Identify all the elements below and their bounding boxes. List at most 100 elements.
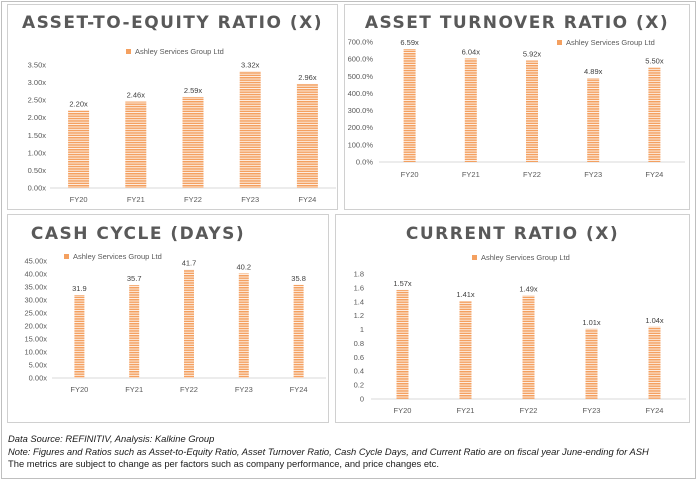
data-label: 1.49x	[519, 285, 538, 294]
legend-label: Ashley Services Group Ltd	[135, 47, 224, 56]
data-label: 1.57x	[393, 279, 412, 288]
bar-fy22	[526, 60, 538, 163]
current-ratio-panel: CURRENT RATIO (X) Ashley Services Group …	[335, 214, 690, 423]
x-tick-label: FY21	[462, 170, 480, 179]
y-tick-label: 30.00x	[24, 296, 47, 305]
bar-fy22	[184, 269, 194, 378]
chart-legend: Ashley Services Group Ltd	[472, 253, 570, 262]
bar-fy23	[239, 71, 261, 188]
asset-turnover-chart: 0.0% 100.0% 200.0% 300.0% 400.0% 500.0% 600.0%…	[348, 38, 685, 179]
bar-fy20	[68, 110, 90, 188]
bar-fy22	[522, 295, 535, 399]
bar-fy20	[74, 295, 85, 378]
x-tick-label: FY24	[646, 406, 664, 415]
x-tick-label: FY23	[583, 406, 601, 415]
bar-fy24	[648, 67, 661, 162]
x-tick-label: FY21	[457, 406, 475, 415]
chart-legend: Ashley Services Group Ltd	[64, 252, 162, 261]
x-tick-label: FY23	[235, 385, 253, 394]
cash-cycle-panel: CASH CYCLE (DAYS) Ashley Services Group …	[7, 214, 329, 423]
data-label: 31.9	[72, 284, 87, 293]
x-tick-label: FY22	[520, 406, 538, 415]
y-tick-label: 1.8	[354, 270, 364, 279]
x-tick-label: FY21	[125, 385, 143, 394]
data-label: 5.50x	[645, 57, 664, 66]
data-label: 2.59x	[184, 86, 203, 95]
bar-fy21	[129, 285, 140, 378]
y-tick-label: 200.0%	[348, 123, 374, 132]
y-tick-label: 0	[360, 395, 364, 404]
bar-fy20	[396, 289, 409, 399]
panel-title: ASSET TURNOVER RATIO (X)	[364, 13, 670, 33]
panel-title: CASH CYCLE (DAYS)	[30, 224, 246, 244]
y-tick-label: 400.0%	[348, 89, 374, 98]
y-tick-label: 700.0%	[348, 38, 374, 47]
data-label: 2.20x	[69, 100, 88, 109]
bar-fy20	[403, 49, 416, 162]
legend-label: Ashley Services Group Ltd	[566, 38, 655, 47]
y-tick-label: 1.6	[354, 283, 364, 292]
asset-turnover-panel: ASSET TURNOVER RATIO (X) Ashley Services…	[344, 4, 690, 210]
bar-fy23	[238, 273, 249, 378]
y-tick-label: 10.00x	[24, 348, 47, 357]
y-tick-label: 0.4	[354, 367, 364, 376]
data-label: 5.92x	[523, 50, 542, 59]
panel-title: CURRENT RATIO (X)	[405, 224, 620, 244]
legend-label: Ashley Services Group Ltd	[481, 253, 570, 262]
data-label: 41.7	[182, 259, 197, 268]
x-tick-label: FY20	[394, 406, 412, 415]
bar-fy23	[585, 328, 598, 399]
data-source-note: Data Source: REFINITIV, Analysis: Kalkin…	[8, 433, 215, 444]
y-tick-label: 1.00x	[28, 148, 47, 157]
y-tick-label: 15.00x	[24, 335, 47, 344]
legend-swatch	[126, 49, 131, 54]
footnotes: Data Source: REFINITIV, Analysis: Kalkin…	[8, 433, 688, 471]
y-tick-label: 0.6	[354, 353, 364, 362]
data-label: 35.7	[127, 274, 142, 283]
asset-to-equity-panel: ASSET-TO-EQUITY RATIO (X) Ashley Service…	[7, 4, 338, 210]
bar-fy23	[587, 78, 600, 162]
disclaimer-note: The metrics are subject to change as per…	[8, 458, 439, 469]
legend-label: Ashley Services Group Ltd	[73, 252, 162, 261]
data-label: 40.2	[236, 262, 251, 271]
y-tick-label: 25.00x	[24, 309, 47, 318]
asset-to-equity-chart: 0.00x 0.50x 1.00x 1.50x 2.00x 2.50x 3.00x 3.50x…	[28, 60, 336, 204]
current-ratio-chart: 0 0.2 0.4 0.6 0.8 1 1.2 1.4 1.6 1.8 1.57x FY20 1.41x…	[354, 270, 686, 415]
y-tick-label: 0.2	[354, 381, 364, 390]
data-label: 4.89x	[584, 67, 603, 76]
chart-legend: Ashley Services Group Ltd	[557, 38, 655, 47]
chart-legend: Ashley Services Group Ltd	[126, 47, 224, 56]
bar-fy24	[648, 326, 661, 399]
y-tick-label: 1.50x	[28, 131, 47, 140]
y-tick-label: 20.00x	[24, 322, 47, 331]
data-label: 1.01x	[582, 318, 601, 327]
y-tick-label: 3.50x	[28, 61, 47, 70]
bar-fy21	[125, 101, 147, 188]
y-tick-label: 3.00x	[28, 78, 47, 87]
x-tick-label: FY21	[127, 195, 145, 204]
bar-fy24	[293, 284, 304, 378]
x-tick-label: FY20	[70, 385, 88, 394]
x-tick-label: FY24	[645, 170, 663, 179]
data-label: 3.32x	[241, 60, 260, 69]
bar-fy21	[459, 301, 472, 399]
y-tick-label: 1.2	[354, 311, 364, 320]
y-tick-label: 35.00x	[24, 283, 47, 292]
y-tick-label: 300.0%	[348, 106, 374, 115]
y-tick-label: 600.0%	[348, 55, 374, 64]
y-tick-label: 2.00x	[28, 113, 47, 122]
x-tick-label: FY23	[584, 170, 602, 179]
data-label: 1.41x	[456, 290, 475, 299]
y-tick-label: 0.00x	[29, 374, 48, 383]
legend-swatch	[557, 40, 562, 45]
data-label: 35.8	[291, 274, 306, 283]
x-tick-label: FY20	[70, 195, 88, 204]
y-tick-label: 100.0%	[348, 140, 374, 149]
y-tick-label: 40.00x	[24, 270, 47, 279]
fiscal-year-note: Note: Figures and Ratios such as Asset-t…	[8, 445, 649, 457]
y-tick-label: 45.00x	[24, 257, 47, 266]
x-tick-label: FY22	[184, 195, 202, 204]
bar-fy22	[182, 96, 204, 188]
x-tick-label: FY20	[401, 170, 419, 179]
